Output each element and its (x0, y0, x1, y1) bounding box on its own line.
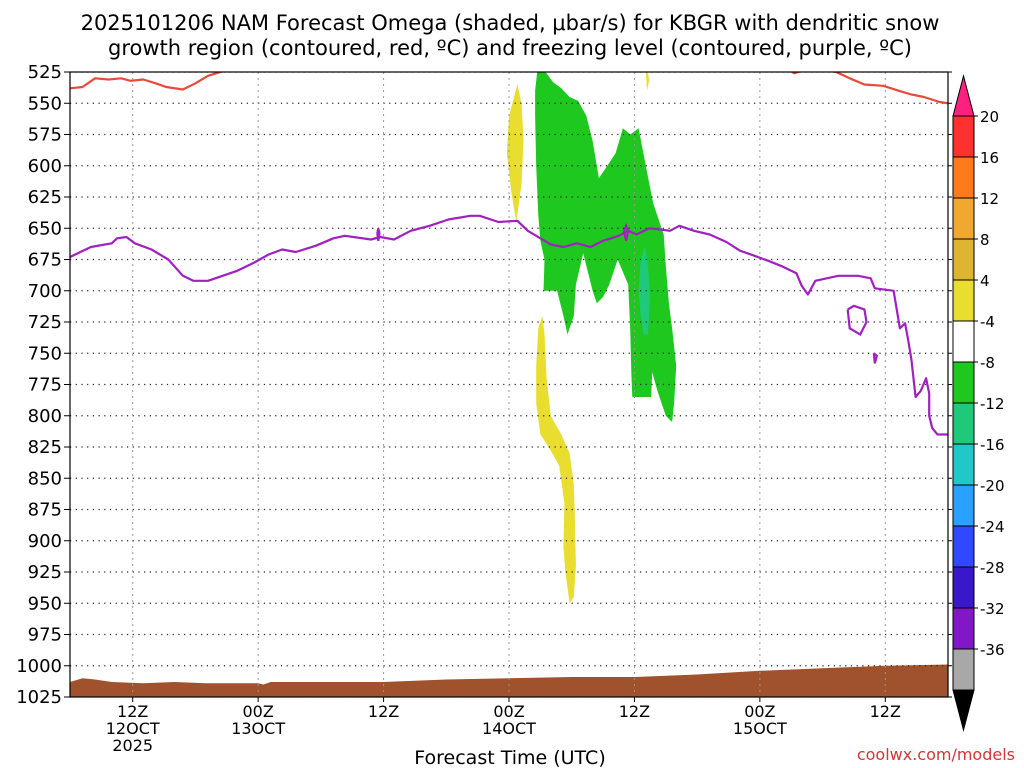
colorbar-bin-1 (952, 156, 975, 199)
y-tick-label-550: 550 (28, 93, 62, 114)
y-tick-label-1000: 1000 (16, 656, 62, 677)
colorbar-label-0: 20 (980, 108, 999, 126)
y-tick-label-700: 700 (28, 281, 62, 302)
colorbar-label-3: 8 (980, 231, 990, 249)
y-tick-label-525: 525 (28, 62, 62, 83)
colorbar-label-5: -4 (980, 313, 995, 331)
plot-inner (70, 72, 948, 697)
colorbar-bin-9 (952, 484, 975, 527)
chart-title-line-2: growth region (contoured, red, ºC) and f… (108, 36, 912, 60)
axes: 525 550 575 600 625 650 675 700 725 750 775 800 825 8… (16, 62, 952, 755)
y-tick-label-800: 800 (28, 406, 62, 427)
plot-area (70, 72, 948, 697)
y-tick-label-750: 750 (28, 343, 62, 364)
dgz-line-segment-0 (70, 72, 225, 91)
colorbar-label-12: -32 (980, 600, 1005, 618)
y-tick-label-950: 950 (28, 593, 62, 614)
x-tick-label-60-line1: 12Z (619, 702, 650, 721)
colorbar-label-7: -12 (980, 395, 1005, 413)
y-tick-label-925: 925 (28, 562, 62, 583)
omega-region-teal-core (638, 247, 651, 335)
dgz-line-segment-1 (790, 72, 802, 75)
colorbar-bin-5 (952, 320, 975, 363)
freezing-level-small-loop-0 (376, 228, 381, 241)
x-tick-label-72-line1: 00Z (744, 702, 775, 721)
colorbar-label-4: 4 (980, 272, 990, 290)
x-axis-title: Forecast Time (UTC) (414, 747, 605, 768)
colorbar-label-1: 16 (980, 149, 999, 167)
colorbar-label-9: -20 (980, 477, 1005, 495)
omega-region-yellow-lower (536, 315, 576, 604)
colorbar-bin-12 (952, 607, 975, 650)
colorbar-bin-7 (952, 402, 975, 445)
x-tick-label-24-line2: 13OCT (231, 719, 285, 738)
terrain-fill (70, 664, 948, 697)
y-tick-label-975: 975 (28, 625, 62, 646)
colorbar-label-8: -16 (980, 436, 1005, 454)
dgz-line-segment-2 (830, 72, 948, 105)
y-tick-label-875: 875 (28, 500, 62, 521)
colorbar-bin-10 (952, 525, 975, 568)
y-tick-label-1025: 1025 (16, 687, 62, 708)
y-tick-label-825: 825 (28, 437, 62, 458)
omega-region-green-main (535, 72, 677, 422)
colorbar: 20 16 12 8 4 -4 -8 -12 -16 -20 -24 -28 -32 -36 (952, 74, 1005, 732)
y-tick-label-625: 625 (28, 187, 62, 208)
freezing-level-line (70, 214, 948, 436)
credit-text[interactable]: coolwx.com/models (857, 745, 1015, 764)
colorbar-bottom-arrow (952, 689, 975, 732)
x-tick-label-48-line2: 14OCT (482, 719, 536, 738)
x-tick-label-12-line3: 2025 (112, 736, 153, 755)
x-tick-label-24-line1: 00Z (242, 702, 273, 721)
y-tick-label-650: 650 (28, 218, 62, 239)
y-tick-label-850: 850 (28, 468, 62, 489)
x-tick-label-12-line1: 12Z (117, 702, 148, 721)
y-tick-label-675: 675 (28, 250, 62, 271)
freezing-level-dot (872, 352, 879, 364)
y-tick-label-775: 775 (28, 375, 62, 396)
colorbar-bin-8 (952, 443, 975, 486)
colorbar-label-11: -28 (980, 559, 1005, 577)
colorbar-label-10: -24 (980, 518, 1005, 536)
colorbar-bin-0 (952, 115, 975, 158)
omega-region-yellow-upper (506, 84, 524, 222)
colorbar-label-2: 12 (980, 190, 999, 208)
y-tick-label-575: 575 (28, 125, 62, 146)
y-tick-label-900: 900 (28, 531, 62, 552)
y-tick-label-725: 725 (28, 312, 62, 333)
colorbar-bin-4 (952, 279, 975, 322)
colorbar-bin-13 (952, 648, 975, 691)
colorbar-label-13: -36 (980, 641, 1005, 659)
x-tick-label-84-line1: 12Z (870, 702, 901, 721)
omega-region-yellow-top-sliver (645, 72, 650, 91)
colorbar-top-arrow (952, 74, 975, 117)
x-tick-label-48-line1: 00Z (493, 702, 524, 721)
x-tick-label-36-line1: 12Z (368, 702, 399, 721)
freezing-level-small-loop-1 (622, 222, 630, 242)
y-tick-label-600: 600 (28, 156, 62, 177)
colorbar-bin-6 (952, 361, 975, 404)
x-tick-label-72-line2: 15OCT (733, 719, 787, 738)
colorbar-label-6: -8 (980, 354, 995, 372)
colorbar-bin-2 (952, 197, 975, 240)
freezing-level-small-loop-2 (846, 304, 868, 337)
x-tick-label-12-line2: 12OCT (106, 719, 160, 738)
colorbar-bin-3 (952, 238, 975, 281)
chart-title-line-1: 2025101206 NAM Forecast Omega (shaded, μ… (81, 11, 940, 35)
colorbar-bin-11 (952, 566, 975, 609)
